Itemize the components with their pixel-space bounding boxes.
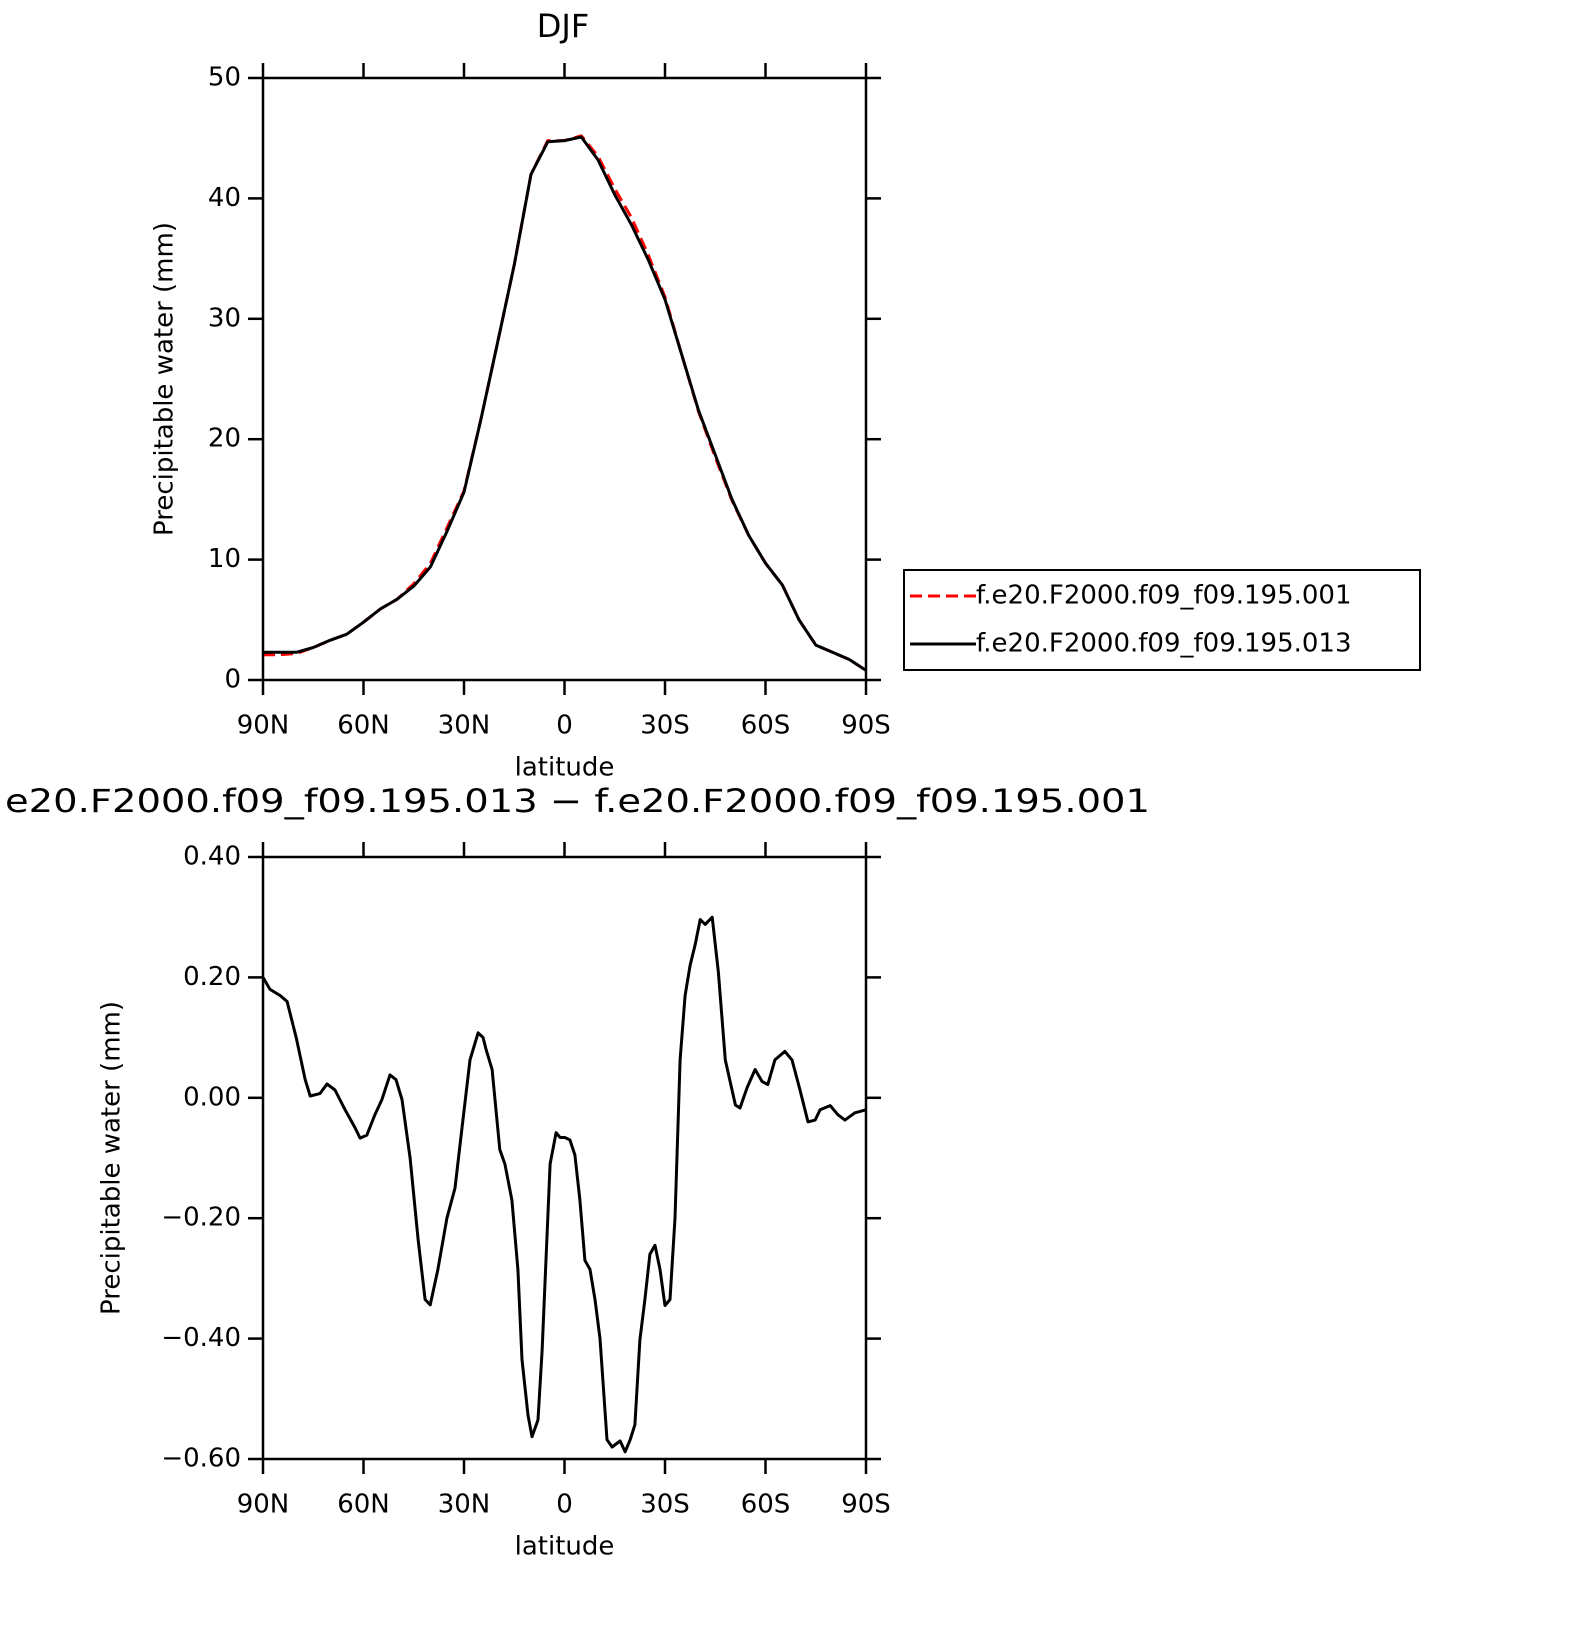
x-tick-label: 30N [438, 711, 491, 741]
x-tick-label: 30S [640, 1490, 690, 1520]
plot-frame [261, 76, 868, 682]
y-tick-label: 20 [208, 424, 241, 454]
x-tick-label: 90S [841, 711, 891, 741]
chart-title: e20.F2000.f09_f09.195.013 − f.e20.F2000.… [5, 782, 1150, 820]
y-tick-label: 50 [208, 63, 241, 93]
y-tick-label: 0.40 [183, 842, 241, 872]
x-axis-label: latitude [515, 753, 615, 783]
x-tick-label: 0 [556, 1490, 573, 1520]
x-axis-label: latitude [515, 1532, 615, 1562]
chart-title: DJF [537, 7, 589, 45]
x-tick-label: 60N [337, 711, 390, 741]
x-tick-label: 60N [337, 1490, 390, 1520]
x-tick-label: 60S [741, 1490, 791, 1520]
x-tick-label: 90N [237, 711, 290, 741]
y-tick-label: 40 [208, 183, 241, 213]
y-axis-label: Precipitable water (mm) [97, 1001, 127, 1315]
x-tick-label: 30S [640, 711, 690, 741]
x-tick-label: 90S [841, 1490, 891, 1520]
x-tick-label: 60S [741, 711, 791, 741]
legend-label: f.e20.F2000.f09_f09.195.001 [976, 581, 1352, 611]
y-tick-label: 0.00 [183, 1082, 241, 1112]
y-axis-label: Precipitable water (mm) [150, 222, 180, 536]
legend-box [903, 569, 1421, 671]
data-line [263, 135, 867, 672]
data-line [261, 915, 867, 1454]
legend-label: f.e20.F2000.f09_f09.195.013 [976, 629, 1352, 659]
x-tick-label: 30N [438, 1490, 491, 1520]
y-tick-label: −0.20 [161, 1203, 241, 1233]
y-tick-label: −0.40 [161, 1323, 241, 1353]
plot-frame [261, 855, 868, 1461]
x-tick-label: 90N [237, 1490, 290, 1520]
y-tick-label: 30 [208, 303, 241, 333]
y-tick-label: 0.20 [183, 962, 241, 992]
y-tick-label: −0.60 [161, 1444, 241, 1474]
x-tick-label: 0 [556, 711, 573, 741]
y-tick-label: 10 [208, 544, 241, 574]
data-line [263, 134, 867, 672]
y-tick-label: 0 [224, 665, 241, 695]
